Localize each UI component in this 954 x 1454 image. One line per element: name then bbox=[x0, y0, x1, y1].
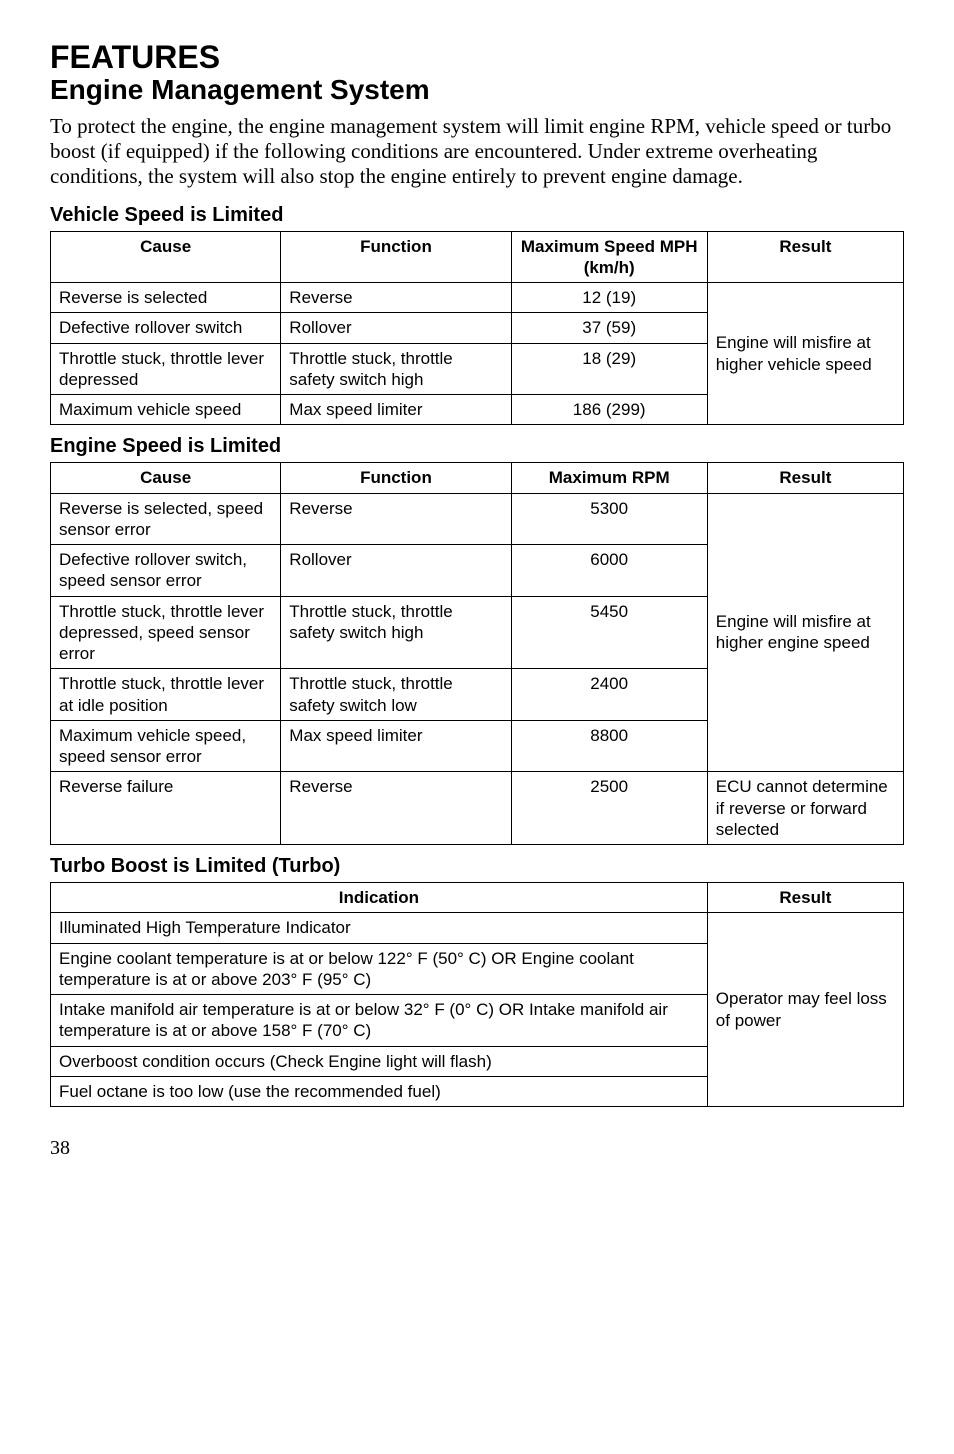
cell-max: 2400 bbox=[511, 669, 707, 721]
cell-max: 5300 bbox=[511, 493, 707, 545]
cell-max: 37 (59) bbox=[511, 313, 707, 343]
section-title: FEATURES bbox=[50, 40, 904, 75]
table-row: Illuminated High Temperature Indicator O… bbox=[51, 913, 904, 943]
table1: Cause Function Maximum Speed MPH (km/h) … bbox=[50, 231, 904, 426]
col-indication: Indication bbox=[51, 883, 708, 913]
cell-cause: Defective rollover switch bbox=[51, 313, 281, 343]
cell-function: Rollover bbox=[281, 313, 511, 343]
cell-function: Max speed limiter bbox=[281, 395, 511, 425]
cell-max: 5450 bbox=[511, 596, 707, 669]
cell-max: 186 (299) bbox=[511, 395, 707, 425]
cell-cause: Defective rollover switch, speed sensor … bbox=[51, 545, 281, 597]
col-result: Result bbox=[707, 883, 903, 913]
cell-max: 8800 bbox=[511, 720, 707, 772]
cell-max: 12 (19) bbox=[511, 283, 707, 313]
cell-cause: Reverse is selected bbox=[51, 283, 281, 313]
table3-heading: Turbo Boost is Limited (Turbo) bbox=[50, 855, 904, 878]
cell-indication: Overboost condition occurs (Check Engine… bbox=[51, 1046, 708, 1076]
col-cause: Cause bbox=[51, 231, 281, 283]
page-number: 38 bbox=[50, 1137, 904, 1160]
col-max: Maximum RPM bbox=[511, 463, 707, 493]
table3: Indication Result Illuminated High Tempe… bbox=[50, 882, 904, 1107]
col-result: Result bbox=[707, 463, 903, 493]
table2-heading: Engine Speed is Limited bbox=[50, 435, 904, 458]
cell-cause: Throttle stuck, throttle lever at idle p… bbox=[51, 669, 281, 721]
cell-indication: Illuminated High Temperature Indicator bbox=[51, 913, 708, 943]
cell-cause: Reverse failure bbox=[51, 772, 281, 845]
cell-cause: Maximum vehicle speed, speed sensor erro… bbox=[51, 720, 281, 772]
cell-function: Throttle stuck, throttle safety switch h… bbox=[281, 596, 511, 669]
cell-indication: Fuel octane is too low (use the recommen… bbox=[51, 1076, 708, 1106]
col-cause: Cause bbox=[51, 463, 281, 493]
cell-function: Reverse bbox=[281, 283, 511, 313]
table2: Cause Function Maximum RPM Result Revers… bbox=[50, 462, 904, 845]
cell-function: Rollover bbox=[281, 545, 511, 597]
cell-function: Throttle stuck, throttle safety switch l… bbox=[281, 669, 511, 721]
cell-max: 18 (29) bbox=[511, 343, 707, 395]
col-function: Function bbox=[281, 463, 511, 493]
cell-max: 6000 bbox=[511, 545, 707, 597]
col-function: Function bbox=[281, 231, 511, 283]
cell-function: Reverse bbox=[281, 493, 511, 545]
table-header-row: Cause Function Maximum Speed MPH (km/h) … bbox=[51, 231, 904, 283]
cell-result: Operator may feel loss of power bbox=[707, 913, 903, 1107]
cell-max: 2500 bbox=[511, 772, 707, 845]
cell-function: Max speed limiter bbox=[281, 720, 511, 772]
cell-cause: Throttle stuck, throttle lever depressed bbox=[51, 343, 281, 395]
table-row: Reverse failure Reverse 2500 ECU cannot … bbox=[51, 772, 904, 845]
cell-cause: Maximum vehicle speed bbox=[51, 395, 281, 425]
col-max: Maximum Speed MPH (km/h) bbox=[511, 231, 707, 283]
cell-cause: Reverse is selected, speed sensor error bbox=[51, 493, 281, 545]
cell-result: ECU cannot determine if reverse or forwa… bbox=[707, 772, 903, 845]
cell-function: Throttle stuck, throttle safety switch h… bbox=[281, 343, 511, 395]
table-header-row: Indication Result bbox=[51, 883, 904, 913]
cell-indication: Engine coolant temperature is at or belo… bbox=[51, 943, 708, 995]
cell-function: Reverse bbox=[281, 772, 511, 845]
cell-cause: Throttle stuck, throttle lever depressed… bbox=[51, 596, 281, 669]
intro-paragraph: To protect the engine, the engine manage… bbox=[50, 114, 904, 190]
subsection-title: Engine Management System bbox=[50, 75, 904, 106]
cell-indication: Intake manifold air temperature is at or… bbox=[51, 995, 708, 1047]
table-row: Reverse is selected Reverse 12 (19) Engi… bbox=[51, 283, 904, 313]
cell-result: Engine will misfire at higher engine spe… bbox=[707, 493, 903, 772]
cell-result: Engine will misfire at higher vehicle sp… bbox=[707, 283, 903, 425]
table-row: Reverse is selected, speed sensor error … bbox=[51, 493, 904, 545]
table-header-row: Cause Function Maximum RPM Result bbox=[51, 463, 904, 493]
col-result: Result bbox=[707, 231, 903, 283]
table1-heading: Vehicle Speed is Limited bbox=[50, 204, 904, 227]
